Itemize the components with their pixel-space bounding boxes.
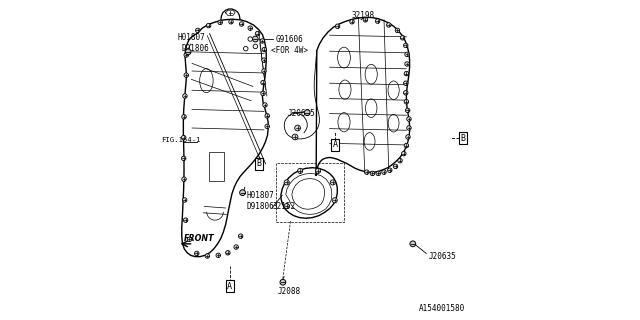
Text: A: A [227, 282, 232, 291]
Circle shape [182, 135, 186, 140]
Circle shape [260, 39, 265, 43]
Circle shape [401, 36, 405, 40]
Circle shape [182, 156, 186, 161]
Text: D91806: D91806 [182, 44, 209, 53]
Circle shape [262, 69, 266, 73]
Text: J20635: J20635 [428, 252, 456, 260]
Circle shape [396, 28, 399, 33]
Circle shape [183, 94, 188, 98]
Circle shape [186, 49, 191, 55]
Text: A154001580: A154001580 [419, 304, 465, 313]
Circle shape [387, 23, 391, 27]
Text: G91606: G91606 [275, 35, 303, 44]
Circle shape [255, 31, 260, 36]
Circle shape [404, 71, 409, 76]
Circle shape [404, 81, 408, 85]
Circle shape [218, 20, 223, 25]
Circle shape [262, 58, 266, 62]
Text: H01807: H01807 [246, 191, 274, 200]
Circle shape [404, 62, 410, 66]
Circle shape [182, 177, 186, 181]
Text: 32152: 32152 [273, 202, 296, 211]
Circle shape [228, 20, 234, 24]
Text: FIG.154-1: FIG.154-1 [161, 137, 201, 143]
Circle shape [407, 117, 412, 121]
Circle shape [398, 158, 403, 163]
Circle shape [295, 125, 301, 131]
Circle shape [402, 151, 406, 156]
Circle shape [375, 19, 380, 23]
Text: B: B [461, 134, 466, 143]
Circle shape [206, 23, 211, 28]
Circle shape [216, 253, 220, 258]
Circle shape [335, 24, 340, 28]
Circle shape [364, 18, 367, 22]
Circle shape [262, 47, 267, 52]
Circle shape [284, 180, 289, 185]
Text: 32198: 32198 [351, 11, 374, 20]
Circle shape [239, 22, 244, 26]
Circle shape [226, 251, 230, 255]
Circle shape [404, 43, 408, 48]
Circle shape [265, 114, 269, 118]
Circle shape [184, 53, 189, 57]
Circle shape [406, 108, 410, 113]
Circle shape [370, 171, 375, 176]
Circle shape [292, 134, 298, 140]
Circle shape [240, 190, 246, 196]
Circle shape [261, 91, 266, 96]
Circle shape [365, 170, 369, 174]
Circle shape [298, 168, 303, 173]
Circle shape [349, 20, 355, 24]
Circle shape [182, 115, 186, 119]
Circle shape [406, 135, 410, 139]
Circle shape [253, 36, 259, 42]
Circle shape [205, 254, 210, 258]
Text: B: B [256, 159, 261, 168]
Circle shape [404, 100, 409, 104]
Circle shape [407, 126, 412, 130]
Circle shape [376, 171, 380, 176]
Text: A: A [333, 140, 338, 149]
Circle shape [182, 198, 187, 202]
Circle shape [195, 251, 199, 256]
Circle shape [316, 168, 321, 173]
Circle shape [265, 124, 269, 129]
Circle shape [183, 218, 188, 222]
Circle shape [263, 103, 268, 107]
Text: <FOR 4W>: <FOR 4W> [271, 46, 308, 55]
Circle shape [196, 28, 200, 33]
Circle shape [184, 73, 189, 77]
Bar [209, 152, 224, 181]
Text: FRONT: FRONT [184, 234, 214, 243]
Circle shape [280, 279, 285, 285]
Circle shape [234, 245, 239, 249]
Circle shape [284, 204, 289, 209]
Circle shape [388, 168, 392, 172]
Circle shape [410, 241, 416, 247]
Circle shape [261, 80, 266, 85]
Circle shape [393, 164, 398, 169]
Circle shape [238, 234, 243, 238]
Circle shape [330, 180, 335, 185]
Circle shape [381, 170, 387, 174]
Circle shape [404, 91, 408, 95]
Circle shape [187, 237, 192, 242]
Circle shape [404, 52, 410, 57]
Circle shape [404, 143, 409, 148]
Text: J20635: J20635 [288, 109, 316, 118]
Text: J2088: J2088 [278, 287, 301, 296]
Circle shape [305, 110, 310, 116]
Text: H01807: H01807 [178, 33, 205, 42]
Circle shape [332, 198, 337, 203]
Text: D91806: D91806 [246, 202, 274, 211]
Circle shape [248, 26, 253, 30]
